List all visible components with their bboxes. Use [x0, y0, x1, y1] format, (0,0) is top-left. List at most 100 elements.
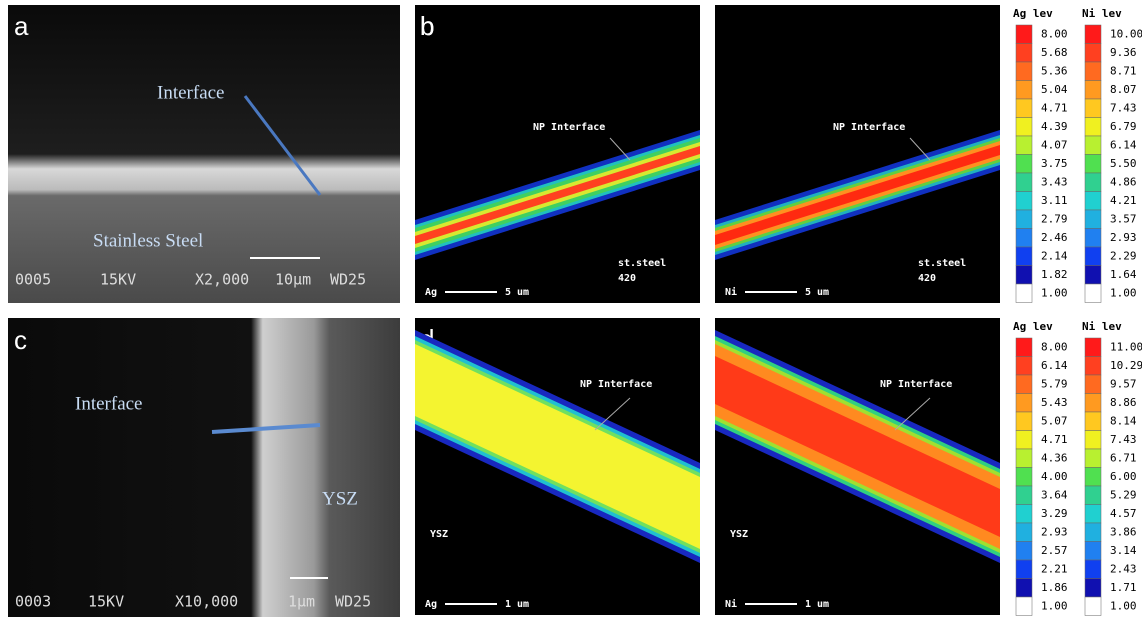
scale-swatch [1085, 468, 1101, 487]
scale-level: 1.86 [1041, 581, 1068, 594]
scale-swatch [1016, 394, 1032, 413]
scale-level: 4.07 [1041, 139, 1068, 152]
scale-title: Ag lev [1013, 7, 1053, 20]
scale-swatch [1085, 597, 1101, 616]
element-label: Ni [725, 286, 737, 298]
scale-level: 10.29 [1110, 359, 1142, 372]
scale-level: 1.64 [1110, 268, 1137, 281]
scale-swatch [1085, 136, 1101, 155]
scale-bar-label: 1 um [505, 599, 529, 610]
scale-swatch [1016, 468, 1032, 487]
scale-level: 3.14 [1110, 544, 1137, 557]
scale-swatch [1016, 505, 1032, 524]
scale-level: 10.00 [1110, 28, 1142, 41]
scale-swatch [1016, 560, 1032, 579]
scale-level: 3.29 [1041, 507, 1068, 520]
scale-swatch [1016, 192, 1032, 211]
annotation: NP Interface [880, 379, 952, 390]
panel-label: c [14, 325, 27, 355]
substrate-label: 420 [618, 273, 636, 284]
figure: a Interface Stainless Steel c Interface … [0, 0, 1142, 617]
scale-level: 8.71 [1110, 65, 1137, 78]
scale-title: Ni lev [1082, 320, 1122, 333]
scale-level: 1.00 [1041, 287, 1068, 300]
scale-swatch [1016, 247, 1032, 266]
annotation: NP Interface [533, 122, 605, 133]
scale-swatch [1085, 25, 1101, 44]
scale-level: 6.00 [1110, 470, 1137, 483]
scale-swatch [1085, 357, 1101, 376]
annotation: Interface [157, 82, 225, 103]
scale-level: 2.43 [1110, 563, 1137, 576]
scale-swatch [1016, 523, 1032, 542]
sem-image [8, 5, 400, 303]
scale-swatch [1016, 597, 1032, 616]
scale-level: 2.93 [1110, 231, 1137, 244]
scale-level: 5.07 [1041, 415, 1068, 428]
scale-swatch [1085, 44, 1101, 63]
info-text: 15KV [88, 593, 124, 611]
scale-swatch [1085, 412, 1101, 431]
scale-swatch [1016, 81, 1032, 100]
scale-swatch [1085, 155, 1101, 174]
info-text: WD25 [330, 271, 366, 289]
panel-label: b [420, 11, 434, 41]
scale-level: 6.79 [1110, 120, 1137, 133]
scale-level: 3.86 [1110, 526, 1137, 539]
scale-level: 1.00 [1110, 287, 1137, 300]
scale-swatch [1085, 523, 1101, 542]
scale-swatch [1085, 394, 1101, 413]
scale-swatch [1085, 266, 1101, 285]
scale-swatch [1016, 44, 1032, 63]
scale-level: 3.57 [1110, 213, 1137, 226]
scale-swatch [1016, 284, 1032, 303]
scale-level: 1.82 [1041, 268, 1068, 281]
info-text: X2,000 [195, 271, 249, 289]
scale-swatch [1085, 192, 1101, 211]
scale-swatch [1085, 99, 1101, 118]
annotation: YSZ [322, 488, 358, 509]
scale-bar-label: 1 um [805, 599, 829, 610]
scale-swatch [1016, 136, 1032, 155]
scale-swatch [1085, 505, 1101, 524]
info-text: 15KV [100, 271, 136, 289]
scale-level: 8.86 [1110, 396, 1137, 409]
element-label: Ag [425, 287, 437, 298]
scale-level: 8.00 [1041, 341, 1068, 354]
scale-swatch [1085, 81, 1101, 100]
scale-level: 9.36 [1110, 46, 1137, 59]
scale-swatch [1016, 412, 1032, 431]
scale-level: 4.21 [1110, 194, 1137, 207]
element-label: Ag [425, 599, 437, 610]
info-text: 1μm [288, 593, 315, 611]
scale-swatch [1085, 284, 1101, 303]
scale-level: 11.00 [1110, 341, 1142, 354]
scale-level: 8.00 [1041, 28, 1068, 41]
scale-level: 4.39 [1041, 120, 1068, 133]
scale-swatch [1016, 266, 1032, 285]
scale-swatch [1085, 118, 1101, 137]
scale-level: 2.79 [1041, 213, 1068, 226]
scale-swatch [1016, 173, 1032, 192]
scale-level: 9.57 [1110, 378, 1137, 391]
scale-level: 3.75 [1041, 157, 1068, 170]
substrate-label: st.steel [618, 258, 666, 269]
scale-swatch [1085, 431, 1101, 450]
scale-title: Ag lev [1013, 320, 1053, 333]
scale-level: 2.46 [1041, 231, 1068, 244]
scale-level: 6.71 [1110, 452, 1137, 465]
scale-swatch [1085, 173, 1101, 192]
sem-image [8, 318, 400, 617]
info-text: 10μm [275, 271, 311, 289]
scale-level: 5.68 [1041, 46, 1068, 59]
panel-label: a [14, 11, 29, 41]
scale-swatch [1085, 229, 1101, 248]
scale-swatch [1085, 486, 1101, 505]
info-text: 0005 [15, 271, 51, 289]
scale-swatch [1085, 62, 1101, 81]
scale-level: 4.00 [1041, 470, 1068, 483]
substrate-label: YSZ [430, 529, 448, 540]
scale-swatch [1016, 338, 1032, 357]
scale-swatch [1016, 449, 1032, 468]
scale-swatch [1085, 247, 1101, 266]
